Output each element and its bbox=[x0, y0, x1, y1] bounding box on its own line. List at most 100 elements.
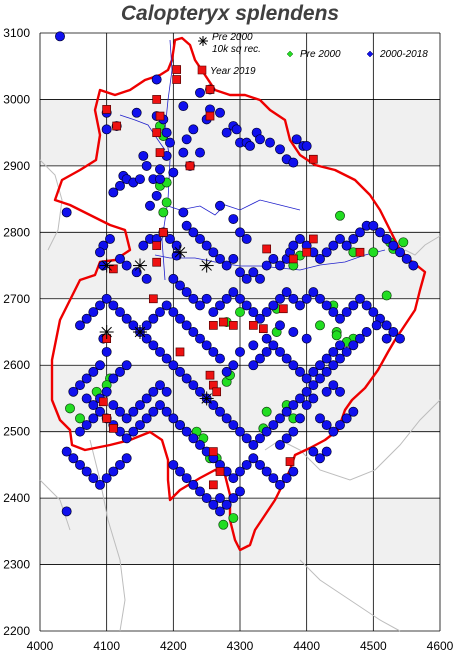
record-2000-2018-point bbox=[201, 340, 212, 351]
record-2000-2018-point bbox=[361, 327, 372, 337]
record-2000-2018-point bbox=[341, 240, 352, 251]
record-2000-2018-point bbox=[321, 446, 332, 457]
record-2000-2018-point bbox=[301, 400, 312, 411]
record-2000-2018-point bbox=[315, 453, 325, 464]
x-tick-label: 4400 bbox=[293, 639, 320, 653]
record-2000-2018-point bbox=[295, 234, 305, 244]
record-2000-2018-point bbox=[341, 413, 352, 424]
record-2000-2018-point bbox=[75, 380, 85, 391]
record-2000-2018-point bbox=[135, 174, 145, 185]
record-2000-2018-point bbox=[275, 320, 285, 331]
record-2000-2018-point bbox=[295, 300, 305, 311]
record-2000-2018-point bbox=[228, 493, 239, 504]
record-2000-2018-point bbox=[348, 234, 359, 244]
record-2000-2018-point bbox=[371, 320, 382, 331]
record-2000-2018-point bbox=[235, 486, 245, 497]
record-2000-2018-point bbox=[195, 333, 205, 344]
record-2000-2018-point bbox=[188, 293, 199, 304]
record-2000-2018-point bbox=[335, 340, 345, 351]
record-2000-2018-point bbox=[115, 366, 125, 377]
record-2000-2018-point bbox=[235, 466, 245, 477]
record-2000-2018-point bbox=[361, 300, 372, 311]
record-2000-2018-point bbox=[195, 147, 205, 158]
record-2000-2018-point bbox=[288, 426, 299, 437]
legend-pre2000-10k-line1: Pre 2000 bbox=[212, 32, 253, 43]
record-2000-2018-point bbox=[88, 366, 99, 377]
record-2000-2018-point bbox=[315, 373, 325, 384]
record-2000-2018-point bbox=[265, 137, 275, 148]
legend-2000-2018-label: 2000-2018 bbox=[379, 49, 428, 60]
year2019-point bbox=[155, 148, 165, 157]
record-2000-2018-point bbox=[335, 353, 345, 364]
record-2000-2018-point bbox=[221, 127, 232, 138]
record-2000-2018-point bbox=[281, 433, 292, 444]
record-2000-2018-point bbox=[348, 406, 359, 417]
record-2000-2018-point bbox=[295, 413, 305, 424]
record-2000-2018-point bbox=[168, 360, 179, 371]
record-2000-2018-point bbox=[241, 273, 252, 284]
record-2000-2018-point bbox=[61, 506, 72, 517]
record-2000-2018-point bbox=[181, 220, 192, 231]
year2019-point bbox=[205, 85, 215, 94]
record-2000-2018-point bbox=[101, 473, 112, 484]
record-2000-2018-point bbox=[255, 353, 265, 364]
record-2000-2018-point bbox=[348, 340, 359, 351]
record-2000-2018-point bbox=[161, 353, 172, 364]
record-2000-2018-point bbox=[235, 346, 245, 357]
record-2000-2018-point bbox=[248, 307, 259, 318]
record-2000-2018-point bbox=[288, 400, 299, 411]
record-2000-2018-point bbox=[161, 386, 172, 397]
record-2000-2018-point bbox=[368, 220, 379, 231]
record-2000-2018-point bbox=[275, 144, 285, 155]
record-2000-2018-point bbox=[161, 406, 172, 417]
record-2000-2018-point bbox=[138, 150, 149, 161]
record-2000-2018-point bbox=[315, 253, 325, 264]
year-2019-points bbox=[98, 65, 365, 490]
pre2000-point bbox=[158, 207, 169, 218]
record-2000-2018-point bbox=[95, 300, 105, 311]
legend-asterisk-icon bbox=[198, 36, 208, 46]
record-2000-2018-point bbox=[75, 459, 85, 470]
record-2000-2018-point bbox=[241, 300, 252, 311]
record-2000-2018-point bbox=[161, 127, 172, 138]
record-2000-2018-point bbox=[248, 340, 259, 351]
record-2000-2018-point bbox=[321, 300, 332, 311]
year2019-point bbox=[308, 234, 318, 244]
pre2000-point bbox=[381, 290, 392, 301]
record-2000-2018-point bbox=[168, 307, 179, 318]
record-2000-2018-point bbox=[381, 320, 392, 331]
year2019-point bbox=[208, 480, 218, 490]
record-2000-2018-point bbox=[281, 353, 292, 364]
record-2000-2018-point bbox=[148, 340, 159, 351]
record-2000-2018-point bbox=[101, 293, 112, 304]
record-2000-2018-point bbox=[221, 413, 232, 424]
record-2000-2018-point bbox=[301, 293, 312, 304]
record-2000-2018-point bbox=[215, 300, 225, 311]
record-2000-2018-point bbox=[368, 307, 379, 318]
record-2000-2018-point bbox=[321, 366, 332, 377]
record-2000-2018-point bbox=[248, 360, 259, 371]
y-tick-label: 2500 bbox=[3, 425, 30, 439]
record-2000-2018-point bbox=[181, 473, 192, 484]
record-2000-2018-point bbox=[141, 413, 152, 424]
pre2000-10k-point bbox=[99, 325, 114, 339]
record-2000-2018-point bbox=[131, 267, 142, 278]
year2019-point bbox=[158, 227, 168, 237]
year2019-point bbox=[152, 241, 162, 250]
record-2000-2018-point bbox=[131, 107, 142, 118]
year2019-point bbox=[212, 387, 222, 397]
y-tick-labels: 3100 3000 2900 2800 2700 2600 2500 2400 2300 2200 bbox=[3, 26, 30, 638]
record-2000-2018-point bbox=[215, 200, 225, 211]
record-2000-2018-point bbox=[108, 466, 119, 477]
record-2000-2018-point bbox=[275, 260, 285, 271]
record-2000-2018-point bbox=[178, 147, 189, 158]
record-2000-2018-point bbox=[275, 293, 285, 304]
record-2000-2018-point bbox=[121, 413, 132, 424]
record-2000-2018-point bbox=[181, 320, 192, 331]
record-2000-2018-point bbox=[175, 466, 185, 477]
year2019-point bbox=[172, 75, 182, 84]
record-2000-2018-point bbox=[268, 300, 279, 311]
record-2000-2018-point bbox=[241, 459, 252, 470]
pre2000-10k-point bbox=[173, 245, 187, 260]
